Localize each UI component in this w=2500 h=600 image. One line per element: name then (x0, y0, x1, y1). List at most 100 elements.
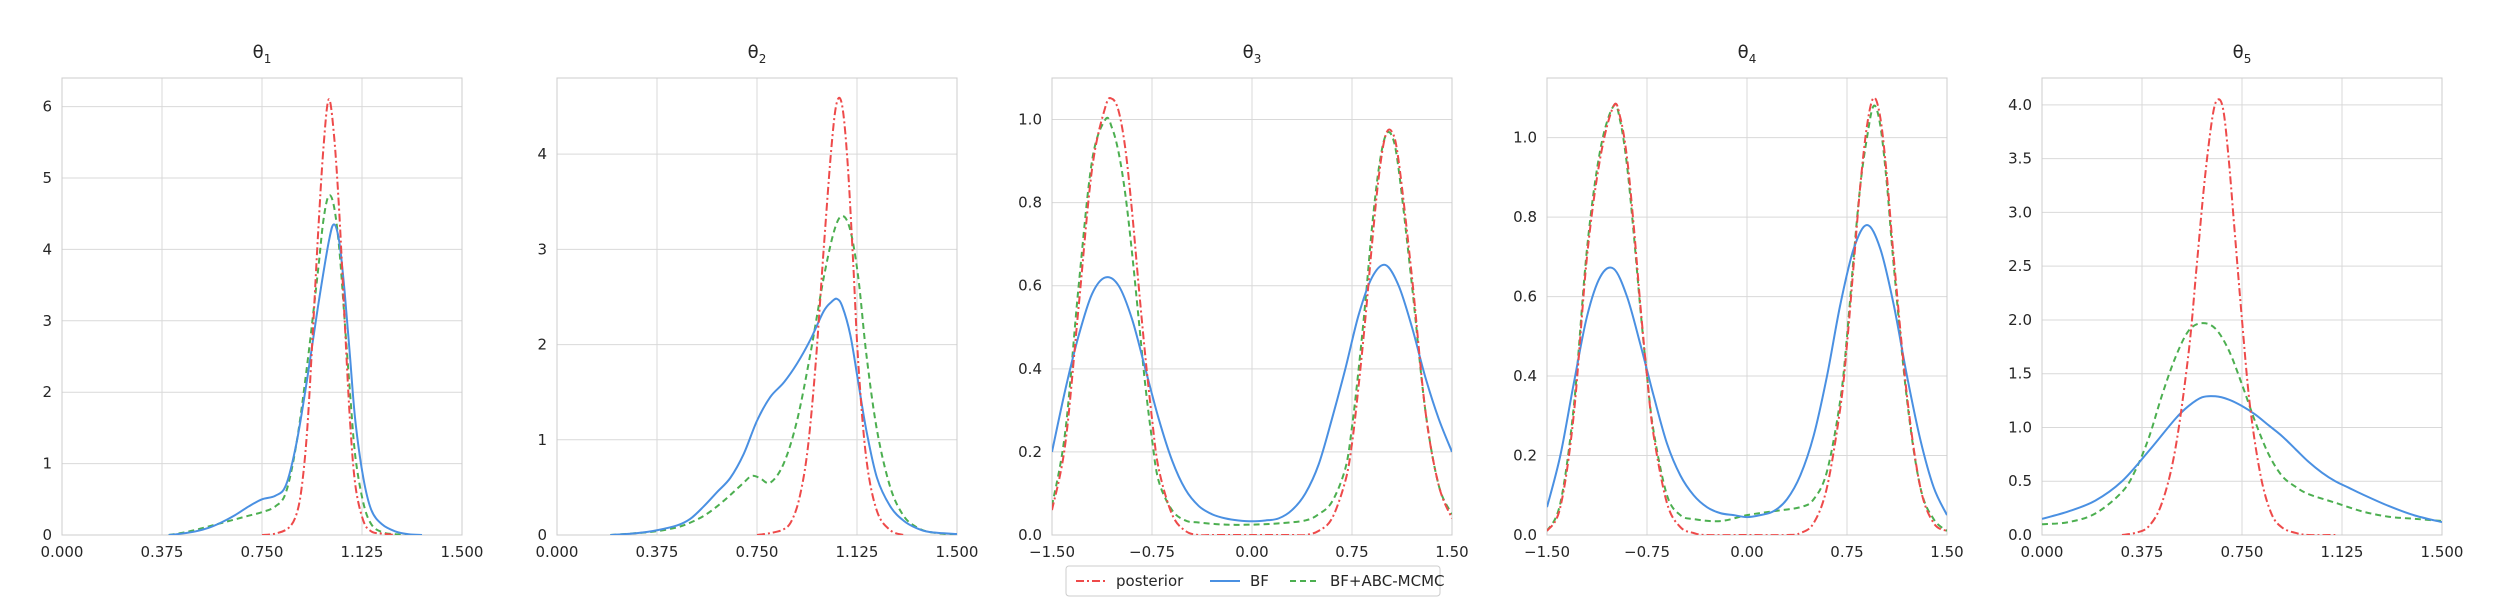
subplot-title: θ2 (748, 42, 767, 66)
plot-frame (2041, 77, 2443, 536)
series-line-posterior (1052, 97, 1452, 535)
title-subscript: 3 (1254, 52, 1262, 66)
legend-label-posterior: posterior (1116, 572, 1184, 590)
legend-box (1065, 565, 1441, 597)
y-tick-label: 1 (537, 431, 547, 449)
title-base: θ (2233, 42, 2244, 63)
subplot-3: −1.50 −0.75 0.00 0.75 1.50 0.0 0.2 0.4 0.6 0.8 1.0… (1018, 42, 1469, 561)
x-tick-label: 0.000 (41, 543, 84, 561)
x-tick-label: −1.50 (1524, 543, 1570, 561)
series-line-bf (168, 223, 423, 535)
x-tick-label: 0.00 (1235, 543, 1268, 561)
x-tick-label: 1.125 (836, 543, 879, 561)
y-tick-label: 2.0 (2008, 311, 2032, 329)
series-line-bf-abc-mcmc (168, 194, 422, 535)
x-tick-label: 1.125 (341, 543, 384, 561)
x-tick-label: 1.500 (936, 543, 979, 561)
series-line-posterior (261, 98, 396, 535)
y-tick-label: 4 (42, 240, 52, 258)
subplot-5: 0.000 0.375 0.750 1.125 1.500 0.0 0.5 1.0 1.5 2.0… (2008, 42, 2463, 561)
subplot-title: θ4 (1738, 42, 1757, 66)
series-line-bf-abc-mcmc (610, 215, 957, 535)
y-tick-label: 2.5 (2008, 257, 2032, 275)
x-tick-label: −0.75 (1624, 543, 1670, 561)
y-tick-label: 6 (42, 98, 52, 116)
y-tick-label: 3 (42, 312, 52, 330)
y-tick-label: 0.2 (1513, 447, 1537, 465)
x-tick-label: 0.375 (636, 543, 679, 561)
x-tick-label: 0.000 (2021, 543, 2064, 561)
x-tick-label: 0.00 (1730, 543, 1763, 561)
series-line-bf (1547, 224, 1947, 519)
legend-label-bf-abc-mcmc: BF+ABC-MCMC (1330, 572, 1445, 590)
subplot-title: θ1 (253, 42, 272, 66)
series-line-posterior (2121, 98, 2336, 535)
y-tick-label: 4 (537, 145, 547, 163)
series-line-bf-abc-mcmc (2042, 322, 2442, 526)
y-tick-label: 0.8 (1018, 194, 1042, 212)
title-base: θ (1243, 42, 1254, 63)
x-tick-label: 1.500 (441, 543, 484, 561)
title-base: θ (748, 42, 759, 63)
y-tick-label: 0.4 (1513, 367, 1537, 385)
title-base: θ (253, 42, 264, 63)
y-tick-label: 3.0 (2008, 203, 2032, 221)
y-tick-label: 0 (537, 526, 547, 544)
y-tick-label: 0 (42, 526, 52, 544)
x-tick-label: 0.375 (141, 543, 184, 561)
x-tick-label: 1.125 (2321, 543, 2364, 561)
x-tick-label: 0.75 (1335, 543, 1368, 561)
legend: posterior BF BF+ABC-MCMC (1065, 565, 1445, 597)
y-tick-label: 0.8 (1513, 208, 1537, 226)
y-tick-label: 1 (42, 455, 52, 473)
subplot-title: θ5 (2233, 42, 2252, 66)
x-tick-label: 0.000 (536, 543, 579, 561)
y-tick-label: 0.0 (1513, 526, 1537, 544)
series-line-bf (1052, 263, 1452, 523)
y-tick-label: 2 (42, 383, 52, 401)
x-tick-label: 0.750 (736, 543, 779, 561)
plot-frame (1546, 77, 1948, 536)
y-tick-label: 0.4 (1018, 360, 1042, 378)
title-base: θ (1738, 42, 1749, 63)
x-tick-label: 0.750 (241, 543, 284, 561)
y-tick-label: 0.5 (2008, 472, 2032, 490)
x-tick-label: 0.750 (2221, 543, 2264, 561)
series-line-posterior (1547, 96, 1947, 535)
x-tick-label: −1.50 (1029, 543, 1075, 561)
x-tick-label: 0.75 (1830, 543, 1863, 561)
title-subscript: 2 (759, 52, 767, 66)
y-tick-label: 0.6 (1513, 288, 1537, 306)
title-subscript: 4 (1749, 52, 1757, 66)
y-tick-label: 1.5 (2008, 365, 2032, 383)
y-tick-label: 3.5 (2008, 150, 2032, 168)
y-tick-label: 0.0 (2008, 526, 2032, 544)
y-tick-label: 0.2 (1018, 443, 1042, 461)
y-tick-label: 1.0 (1513, 129, 1537, 147)
y-tick-label: 4.0 (2008, 96, 2032, 114)
x-tick-label: 1.500 (2421, 543, 2464, 561)
y-tick-label: 0.6 (1018, 277, 1042, 295)
title-subscript: 1 (264, 52, 272, 66)
x-tick-label: −0.75 (1129, 543, 1175, 561)
y-tick-label: 1.0 (1018, 111, 1042, 129)
title-subscript: 5 (2244, 52, 2252, 66)
y-tick-label: 0.0 (1018, 526, 1042, 544)
legend-label-bf: BF (1250, 572, 1269, 590)
x-tick-label: 1.50 (1930, 543, 1963, 561)
y-tick-label: 1.0 (2008, 418, 2032, 436)
series-line-bf-abc-mcmc (1052, 116, 1452, 526)
series-line-bf (610, 297, 957, 535)
y-tick-label: 5 (42, 169, 52, 187)
series-line-posterior (756, 96, 905, 535)
subplot-4: −1.50 −0.75 0.00 0.75 1.50 0.0 0.2 0.4 0.6 0.8 1.0… (1513, 42, 1964, 561)
series-line-bf (2042, 395, 2442, 524)
subplot-title: θ3 (1243, 42, 1262, 66)
x-tick-label: 1.50 (1435, 543, 1468, 561)
y-tick-label: 2 (537, 336, 547, 354)
x-tick-label: 0.375 (2121, 543, 2164, 561)
